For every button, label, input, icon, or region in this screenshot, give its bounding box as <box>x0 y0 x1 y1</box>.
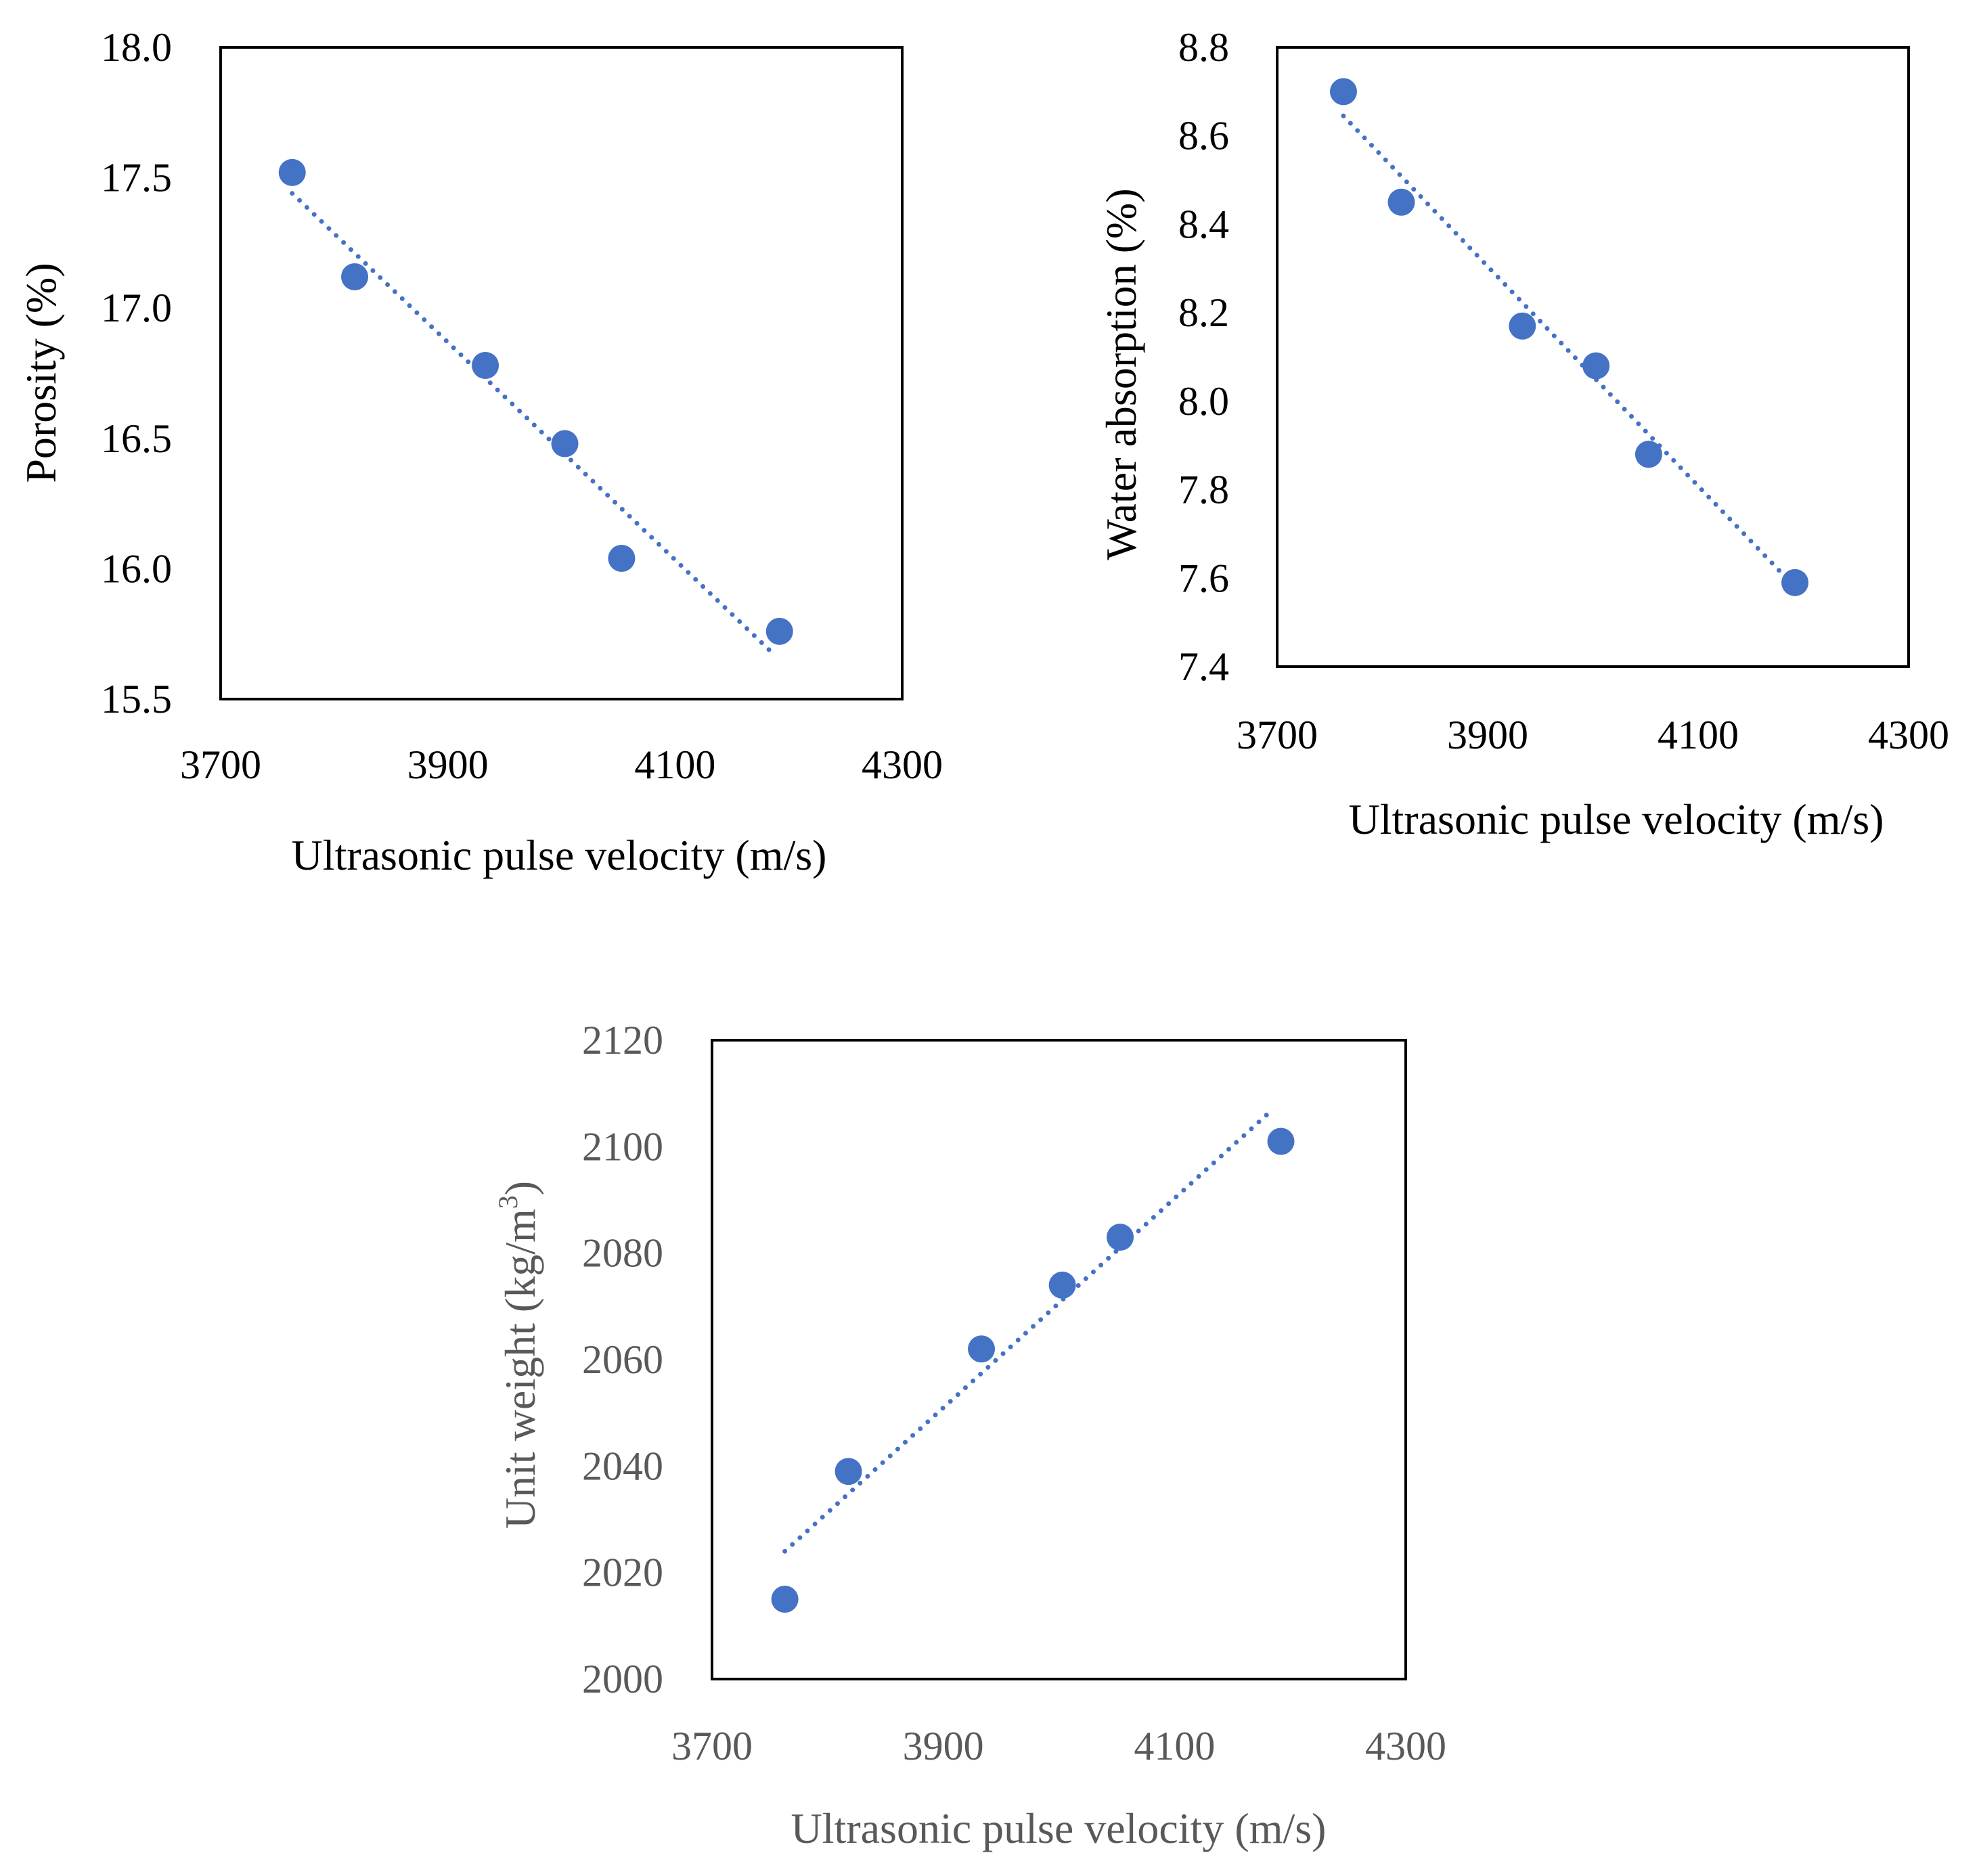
water-absorption-y-tick-label: 8.0 <box>1178 379 1229 424</box>
porosity-data-point <box>472 351 499 379</box>
water-absorption-y-tick-label: 8.4 <box>1178 202 1229 246</box>
porosity-data-point <box>551 430 579 457</box>
unit-weight-x-tick-label: 4100 <box>1134 1724 1215 1768</box>
water-absorption-y-tick-label: 8.8 <box>1178 25 1229 70</box>
porosity-plot-frame <box>219 46 904 700</box>
unit-weight-data-point <box>1267 1127 1295 1155</box>
water-absorption-data-point <box>1635 441 1662 468</box>
porosity-trendline <box>290 191 774 655</box>
porosity-x-tick-label: 3700 <box>180 742 261 787</box>
water-absorption-y-tick-label: 7.8 <box>1178 468 1229 512</box>
unit-weight-data-point <box>771 1586 799 1613</box>
water-absorption-trendline <box>1341 113 1798 589</box>
porosity-y-tick-label: 15.5 <box>101 677 172 721</box>
porosity-y-axis-title: Porosity (%) <box>17 263 65 483</box>
unit-weight-y-tick-label: 2000 <box>582 1657 663 1701</box>
unit-weight-y-tick-label: 2060 <box>582 1337 663 1382</box>
unit-weight-y-tick-label: 2040 <box>582 1444 663 1488</box>
porosity-y-tick-label: 17.5 <box>101 156 172 200</box>
unit-weight-data-point <box>1107 1224 1134 1251</box>
water-absorption-data-point <box>1781 568 1809 596</box>
unit-weight-x-tick-label: 4300 <box>1365 1724 1446 1768</box>
porosity-x-tick-label: 4300 <box>862 742 943 787</box>
water-absorption-y-tick-label: 8.2 <box>1178 290 1229 335</box>
unit-weight-x-tick-label: 3700 <box>671 1724 753 1768</box>
unit-weight-data-point <box>968 1335 996 1363</box>
porosity-data-point <box>608 544 636 572</box>
unit-weight-y-axis-title-suffix: ) <box>496 1181 544 1195</box>
unit-weight-data-point <box>835 1458 862 1486</box>
porosity-x-tick-label: 3900 <box>407 742 489 787</box>
porosity-y-tick-label: 17.0 <box>101 286 172 330</box>
porosity-x-axis-title: Ultrasonic pulse velocity (m/s) <box>292 831 827 879</box>
porosity-data-point <box>341 263 369 290</box>
water-absorption-y-tick-label: 8.6 <box>1178 114 1229 158</box>
water-absorption-y-tick-label: 7.6 <box>1178 556 1229 600</box>
water-absorption-x-tick-label: 3900 <box>1447 713 1528 757</box>
water-absorption-y-tick-label: 7.4 <box>1178 644 1229 689</box>
porosity-y-tick-label: 16.0 <box>101 546 172 591</box>
water-absorption-x-tick-label: 3700 <box>1237 713 1318 757</box>
porosity-y-tick-label: 16.5 <box>101 416 172 461</box>
water-absorption-data-point <box>1509 312 1536 340</box>
unit-weight-y-axis-title-main: Unit weight (kg/m <box>496 1209 544 1529</box>
water-absorption-plot-frame <box>1276 46 1910 668</box>
unit-weight-y-axis-title-superscript: 3 <box>493 1195 523 1209</box>
unit-weight-y-axis-title: Unit weight (kg/m3) <box>493 1181 544 1529</box>
unit-weight-chart: 2000 2020 2040 2060 2080 2100 2120 3700 3900 410… <box>493 1018 1446 1852</box>
water-absorption-x-tick-label: 4100 <box>1658 713 1739 757</box>
unit-weight-y-tick-label: 2100 <box>582 1124 663 1169</box>
unit-weight-trendline <box>782 1107 1276 1554</box>
unit-weight-y-tick-label: 2120 <box>582 1018 663 1063</box>
unit-weight-plot-frame <box>711 1039 1407 1680</box>
water-absorption-data-point <box>1329 78 1357 106</box>
porosity-chart: 15.5 16.0 16.5 17.0 17.5 18.0 3700 3900 4100 430… <box>17 25 943 879</box>
water-absorption-chart: 7.4 7.6 7.8 8.0 8.2 8.4 8.6 8.8 3700 3900 4100 430… <box>1097 25 1949 843</box>
porosity-y-tick-label: 18.0 <box>101 25 172 70</box>
unit-weight-x-axis-title: Ultrasonic pulse velocity (m/s) <box>791 1804 1327 1852</box>
unit-weight-data-point <box>1048 1271 1076 1299</box>
water-absorption-data-point <box>1582 352 1610 380</box>
water-absorption-x-tick-label: 4300 <box>1868 713 1949 757</box>
water-absorption-x-axis-title: Ultrasonic pulse velocity (m/s) <box>1349 795 1884 843</box>
water-absorption-y-axis-title: Water absorption (%) <box>1097 188 1145 560</box>
unit-weight-y-tick-label: 2080 <box>582 1231 663 1276</box>
water-absorption-data-point <box>1387 188 1415 216</box>
porosity-x-tick-label: 4100 <box>634 742 715 787</box>
unit-weight-x-tick-label: 3900 <box>903 1724 984 1768</box>
porosity-data-point <box>765 617 793 645</box>
unit-weight-y-tick-label: 2020 <box>582 1550 663 1595</box>
porosity-data-point <box>278 158 306 186</box>
